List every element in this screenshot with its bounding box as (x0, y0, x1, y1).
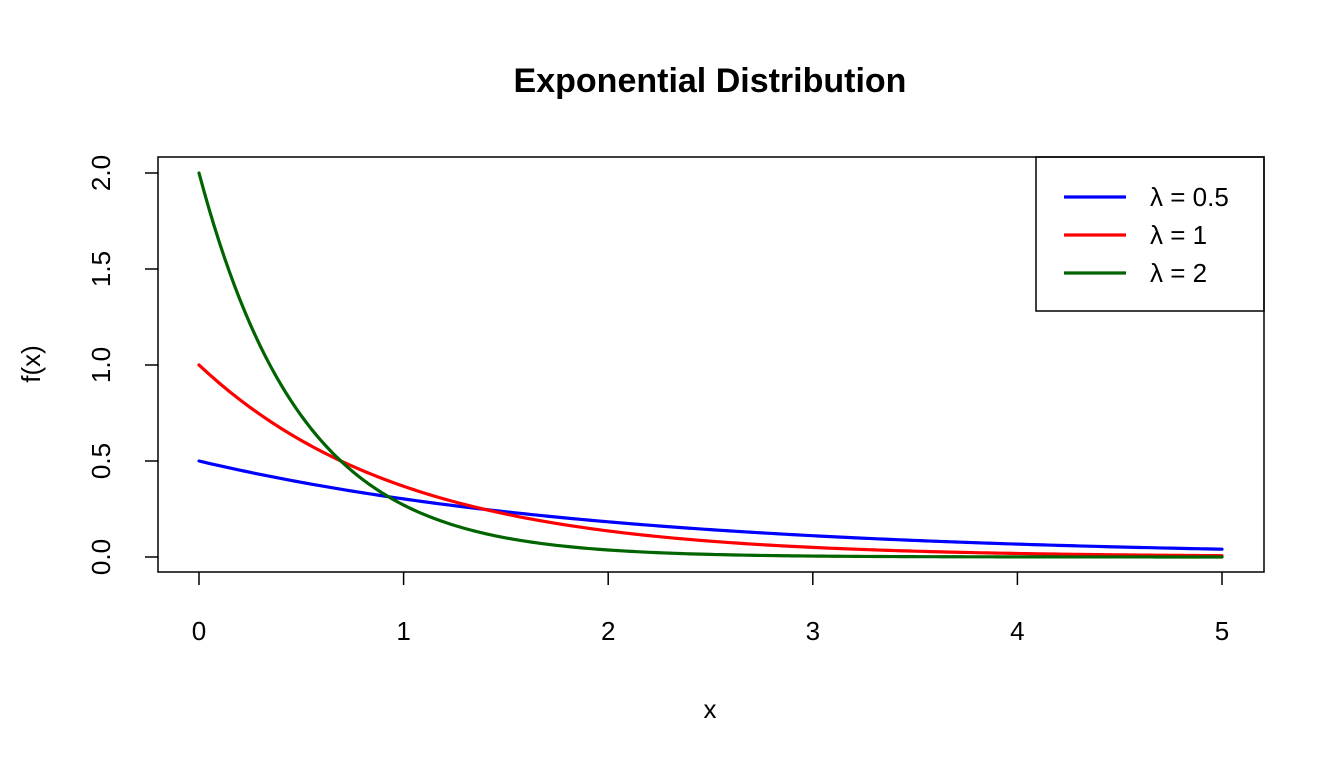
series-group (197, 171, 1224, 559)
x-tick-label: 3 (806, 616, 820, 646)
y-axis-label: f(x) (16, 345, 46, 383)
y-tick-label: 0.5 (86, 443, 116, 479)
plot-frame (157, 156, 1265, 573)
x-axis: 0 1 2 3 4 5 (192, 572, 1229, 646)
legend-label: λ = 2 (1150, 258, 1207, 288)
series-line-1 (197, 459, 1224, 551)
x-tick-label: 0 (192, 616, 206, 646)
y-axis: 0.0 0.5 1.0 1.5 2.0 (86, 155, 158, 575)
legend: λ = 0.5 λ = 1 λ = 2 (1035, 156, 1265, 312)
series-line-2 (197, 363, 1224, 558)
x-tick-label: 4 (1010, 616, 1024, 646)
y-tick-label: 2.0 (86, 155, 116, 191)
x-tick-label: 5 (1215, 616, 1229, 646)
y-tick-label: 0.0 (86, 539, 116, 575)
series-line-3 (197, 171, 1224, 559)
legend-box (1035, 156, 1265, 312)
x-tick-label: 2 (601, 616, 615, 646)
legend-label: λ = 0.5 (1150, 182, 1229, 212)
y-tick-label: 1.5 (86, 251, 116, 287)
x-axis-label: x (704, 694, 717, 724)
y-tick-label: 1.0 (86, 347, 116, 383)
x-tick-label: 1 (396, 616, 410, 646)
chart-title: Exponential Distribution (514, 62, 907, 100)
legend-label: λ = 1 (1150, 220, 1207, 250)
